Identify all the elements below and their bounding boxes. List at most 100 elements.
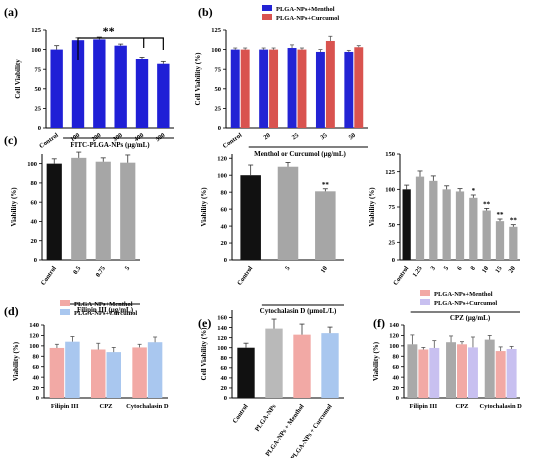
p6-y-tick-label: 80: [221, 355, 228, 362]
p1-y-tick-label: 25: [215, 106, 222, 113]
p6-x-tick-label: PLGA-NPs: [254, 403, 278, 433]
p2-bar: [46, 163, 62, 260]
p5-bar-plga-nps-menthol: [132, 347, 147, 398]
p0-y-tick-label: 125: [31, 27, 42, 34]
p1-x-tick-label: 35: [319, 131, 329, 141]
p3-y-tick-label: 120: [217, 155, 227, 162]
p3-significance-mark: **: [322, 181, 330, 189]
p0-panel-label: (a): [4, 5, 18, 19]
p5-bar-plga-nps-menthol: [91, 349, 106, 398]
p4-bar: [482, 210, 491, 260]
p1-x-tick-label: Control: [222, 132, 244, 150]
p4-x-tick-label: 15: [494, 265, 504, 275]
p1-legend-label: PLGA-NPs+Curcumol: [276, 15, 339, 22]
p0-y-axis-label: Cell Viability: [14, 59, 22, 99]
p1-bar-plga-nps-menthol: [344, 51, 354, 129]
p2-y-axis-label: Viability (%): [10, 187, 18, 227]
p2-x-tick-label: 0.75: [95, 265, 108, 279]
p0-y-tick-label: 75: [35, 66, 42, 73]
p1-bar-plga-nps-curcumol: [297, 49, 307, 128]
p0-y-tick-label: 0: [38, 125, 41, 132]
p6-y-tick-label: 100: [217, 345, 227, 352]
p2-x-axis-label: Filipin III (μg/mL): [77, 306, 134, 314]
p7-bar-plga-nps-menthol: [495, 351, 506, 398]
p7-bar-plga-nps-menthol: [457, 344, 467, 398]
p1-bar-plga-nps-menthol: [287, 48, 297, 129]
p6-y-axis-label: Cell Viability (%): [200, 327, 208, 381]
p6-panel-label: (e): [198, 316, 211, 330]
p2-y-tick-label: 60: [31, 199, 38, 206]
p6-y-tick-label: 60: [221, 365, 228, 372]
p4-y-tick-label: 50: [389, 222, 396, 229]
p0-bar: [50, 49, 63, 128]
p6-y-tick-label: 160: [217, 315, 227, 322]
p4-y-tick-label: 150: [385, 151, 395, 158]
p1-x-axis-label: Menthol or Curcumol (μg/mL): [254, 150, 346, 158]
p1-y-tick-label: 125: [211, 27, 222, 34]
p4-x-tick-label: 3: [429, 265, 437, 272]
p3-bar: [277, 166, 299, 260]
p7-bar-plga-nps-curcumol: [429, 347, 440, 398]
p4-bar: [442, 189, 451, 260]
p4-bar: [402, 189, 411, 260]
p1-y-tick-label: 50: [215, 86, 222, 93]
p5-y-tick-label: 140: [29, 322, 39, 329]
p6-y-tick-label: 120: [217, 335, 227, 342]
p5-legend-swatch: [60, 309, 70, 315]
p6-y-tick-label: 0: [224, 395, 227, 402]
p1-x-tick-label: 20: [262, 132, 271, 141]
p2-bar: [71, 157, 87, 260]
p2-y-tick-label: 100: [27, 161, 37, 168]
p3-y-tick-label: 60: [221, 206, 228, 213]
p4-y-tick-label: 100: [385, 187, 395, 194]
p7-x-tick-label: CPZ: [456, 403, 469, 410]
p2-y-tick-label: 80: [31, 180, 38, 187]
p7-bar-series0: [484, 339, 495, 398]
p5-bar-plga-nps-menthol: [49, 347, 65, 398]
p4-x-tick-label: Control: [392, 265, 410, 287]
p5-y-tick-label: 0: [36, 395, 39, 402]
p1-bar-plga-nps-menthol: [230, 49, 240, 128]
p5-y-axis-label: Viability (%): [12, 341, 20, 381]
p1-y-tick-label: 0: [218, 125, 221, 132]
p6-bar: [321, 333, 339, 398]
p4-x-tick-label: 5: [443, 265, 451, 272]
p0-bar: [93, 39, 106, 128]
p5-y-tick-label: 60: [33, 364, 40, 371]
p5-y-tick-label: 20: [33, 385, 40, 392]
p0-x-axis-label: FITC-PLGA-NPs (μg/mL): [70, 141, 150, 149]
p5-x-tick-label: Filipin III: [51, 403, 79, 410]
p0-significance-label: **: [103, 24, 115, 38]
p1-bar-plga-nps-curcumol: [240, 49, 250, 128]
p5-y-tick-label: 80: [33, 353, 40, 360]
p3-y-tick-label: 40: [221, 223, 228, 230]
p0-y-tick-label: 25: [35, 106, 42, 113]
p4-y-tick-label: 25: [389, 240, 396, 247]
p7-y-tick-label: 120: [389, 333, 399, 340]
p6-y-tick-label: 140: [217, 325, 227, 332]
p2-x-tick-label: 0.5: [72, 265, 83, 276]
p5-bar-plga-nps-curcumol: [65, 341, 80, 398]
p7-bar-series0: [407, 344, 418, 398]
p4-bar: [509, 226, 518, 260]
p6-bar: [265, 328, 283, 398]
p5-bar-plga-nps-curcumol: [147, 342, 163, 398]
p3-y-tick-label: 20: [221, 240, 228, 247]
p3-y-tick-label: 100: [217, 172, 227, 179]
p1-x-tick-label: 25: [291, 131, 301, 141]
p4-y-tick-label: 125: [385, 169, 396, 176]
p2-y-tick-label: 20: [31, 238, 38, 245]
p1-y-tick-label: 75: [215, 66, 222, 73]
p6-x-tick-label: Control: [232, 403, 250, 425]
p4-y-tick-label: 0: [392, 257, 395, 264]
p5-panel-label: (d): [4, 304, 19, 318]
p5-x-tick-label: Cytochalasin D: [126, 403, 169, 410]
p7-y-tick-label: 0: [396, 395, 399, 402]
p7-legend-swatch: [420, 290, 430, 296]
p1-legend-swatch: [262, 14, 272, 20]
p3-y-tick-label: 0: [224, 257, 227, 264]
p4-significance-mark: **: [483, 200, 491, 208]
p0-y-tick-label: 100: [31, 47, 41, 54]
p1-bar-plga-nps-curcumol: [269, 49, 279, 128]
